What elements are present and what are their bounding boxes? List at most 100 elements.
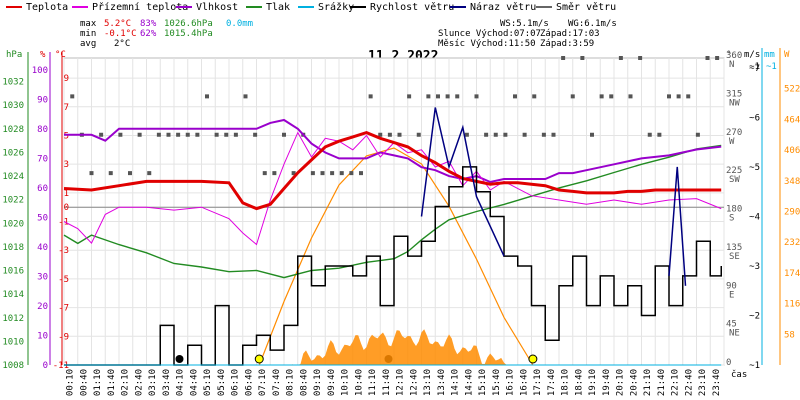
x-tick: 05:10 xyxy=(203,369,213,396)
wind-dir-mark xyxy=(647,132,652,137)
dir-name: S xyxy=(729,214,734,224)
wind-dir-mark xyxy=(176,132,181,137)
legend-humidity-label: Vlhkost xyxy=(196,2,239,13)
mm-axis-title: mm xyxy=(764,50,775,60)
hpa-tick: 1016 xyxy=(2,267,24,277)
wind-dir-mark xyxy=(205,94,209,99)
pct-tick: 0 xyxy=(43,361,48,371)
x-tick: 20:40 xyxy=(629,369,639,396)
pct-tick: 70 xyxy=(37,154,48,164)
x-tick: 21:10 xyxy=(643,369,653,396)
dir-name: NE xyxy=(729,329,740,339)
degc-tick: -9 xyxy=(58,332,69,342)
stat-max-rain: 0.0mm xyxy=(226,19,254,29)
wind-dir-mark xyxy=(330,171,335,176)
x-tick: 10:40 xyxy=(354,369,364,396)
stat-avg-label: avg xyxy=(80,39,97,49)
wind-dir-mark xyxy=(445,94,450,99)
wind-dir-mark xyxy=(243,94,248,99)
legend-ground-temp[interactable]: Přízemní teplota xyxy=(72,2,188,13)
wind-dir-mark xyxy=(166,132,171,137)
x-tick: 16:40 xyxy=(519,369,529,396)
wm2-tick: 464 xyxy=(784,115,800,125)
stat-max-press: 1026.6hPa xyxy=(164,19,213,29)
wind-dir-mark xyxy=(561,56,566,60)
dir-name: E xyxy=(729,290,734,300)
x-tick: 13:10 xyxy=(423,369,433,396)
degc-tick: 3 xyxy=(64,160,69,170)
legend-wind-dir[interactable]: Směr větru xyxy=(536,2,616,13)
wind-dir-mark xyxy=(185,132,190,137)
dir-tick: 45 xyxy=(726,320,737,330)
legend-temp[interactable]: Teplota xyxy=(6,2,68,13)
wind-dir-mark xyxy=(233,132,238,137)
wind-dir-mark xyxy=(657,132,662,137)
legend-humidity[interactable]: Vlhkost xyxy=(176,2,238,13)
legend-wind-gust[interactable]: Náraz větru xyxy=(450,2,536,13)
dir-name: NW xyxy=(729,98,740,108)
info-moonrise: Měsíc Východ:11:50 xyxy=(438,39,536,49)
legend-pressure[interactable]: Tlak xyxy=(246,2,290,13)
wind-dir-mark xyxy=(416,132,421,137)
pct-tick: 60 xyxy=(37,184,48,194)
wind-dir-mark xyxy=(436,94,440,99)
x-tick: 23:10 xyxy=(698,369,708,396)
degc-tick: 9 xyxy=(64,74,69,84)
series-humidity xyxy=(64,118,722,184)
ms-tick: ~1 xyxy=(749,361,760,371)
sunrise-marker xyxy=(254,354,264,364)
hpa-tick: 1026 xyxy=(2,148,24,158)
wm2-axis-title: W xyxy=(784,50,790,60)
wind-dir-mark xyxy=(368,94,373,99)
dir-name: SE xyxy=(729,252,740,262)
pct-tick: 40 xyxy=(37,243,48,253)
legend-rain[interactable]: Srážky xyxy=(298,2,354,13)
wind-dir-mark xyxy=(156,132,161,137)
pct-tick: 80 xyxy=(37,125,48,135)
x-tick: 11:40 xyxy=(382,369,392,396)
degc-tick: -5 xyxy=(58,275,69,285)
x-tick: 07:10 xyxy=(258,369,268,396)
degc-tick: 7 xyxy=(64,103,69,113)
dir-name: W xyxy=(729,137,735,147)
degc-tick: 5 xyxy=(64,131,69,141)
pct-tick: 10 xyxy=(37,331,48,341)
wm2-tick: 522 xyxy=(784,85,800,95)
series-solar-line xyxy=(258,147,534,366)
wind-dir-mark xyxy=(108,171,113,176)
wind-dir-mark xyxy=(695,132,700,137)
wind-dir-mark xyxy=(378,132,383,137)
wind-dir-mark xyxy=(137,132,142,137)
x-tick: 02:10 xyxy=(121,369,131,396)
x-tick: 10:10 xyxy=(341,369,351,396)
wind-dir-mark xyxy=(609,94,614,99)
wind-dir-mark xyxy=(224,132,229,137)
x-tick: 14:40 xyxy=(464,369,474,396)
legend-pressure-label: Tlak xyxy=(266,2,291,13)
ms-tick: ~6 xyxy=(749,113,760,123)
stat-max-temp: 5.2°C xyxy=(104,19,132,29)
wind-dir-mark xyxy=(474,94,479,99)
wind-dir-mark xyxy=(310,171,315,176)
wind-dir-mark xyxy=(590,132,594,137)
degc-tick: -3 xyxy=(58,246,69,256)
x-tick: 09:10 xyxy=(313,369,323,396)
wind-dir-mark xyxy=(282,132,286,137)
x-tick: 15:10 xyxy=(478,369,488,396)
x-tick: 21:40 xyxy=(657,369,667,396)
wind-dir-mark xyxy=(455,94,460,99)
x-tick: 06:40 xyxy=(244,369,254,396)
stat-max-label: max xyxy=(80,19,97,29)
dir-tick: 225 xyxy=(726,166,742,176)
x-tick: 17:40 xyxy=(547,369,557,396)
wind-dir-mark xyxy=(715,56,720,60)
wind-dir-mark xyxy=(147,171,152,176)
pct-axis-title: % xyxy=(40,50,46,60)
x-tick: 14:10 xyxy=(451,369,461,396)
dir-tick: 315 xyxy=(726,89,742,99)
legend-wind-speed[interactable]: Rychlost větru xyxy=(350,2,454,13)
stat-min-temp: -0.1°C xyxy=(104,29,137,39)
wind-dir-mark xyxy=(628,94,633,99)
x-tick: 02:40 xyxy=(134,369,144,396)
info-ws: WS:5.1m/s xyxy=(500,19,549,29)
